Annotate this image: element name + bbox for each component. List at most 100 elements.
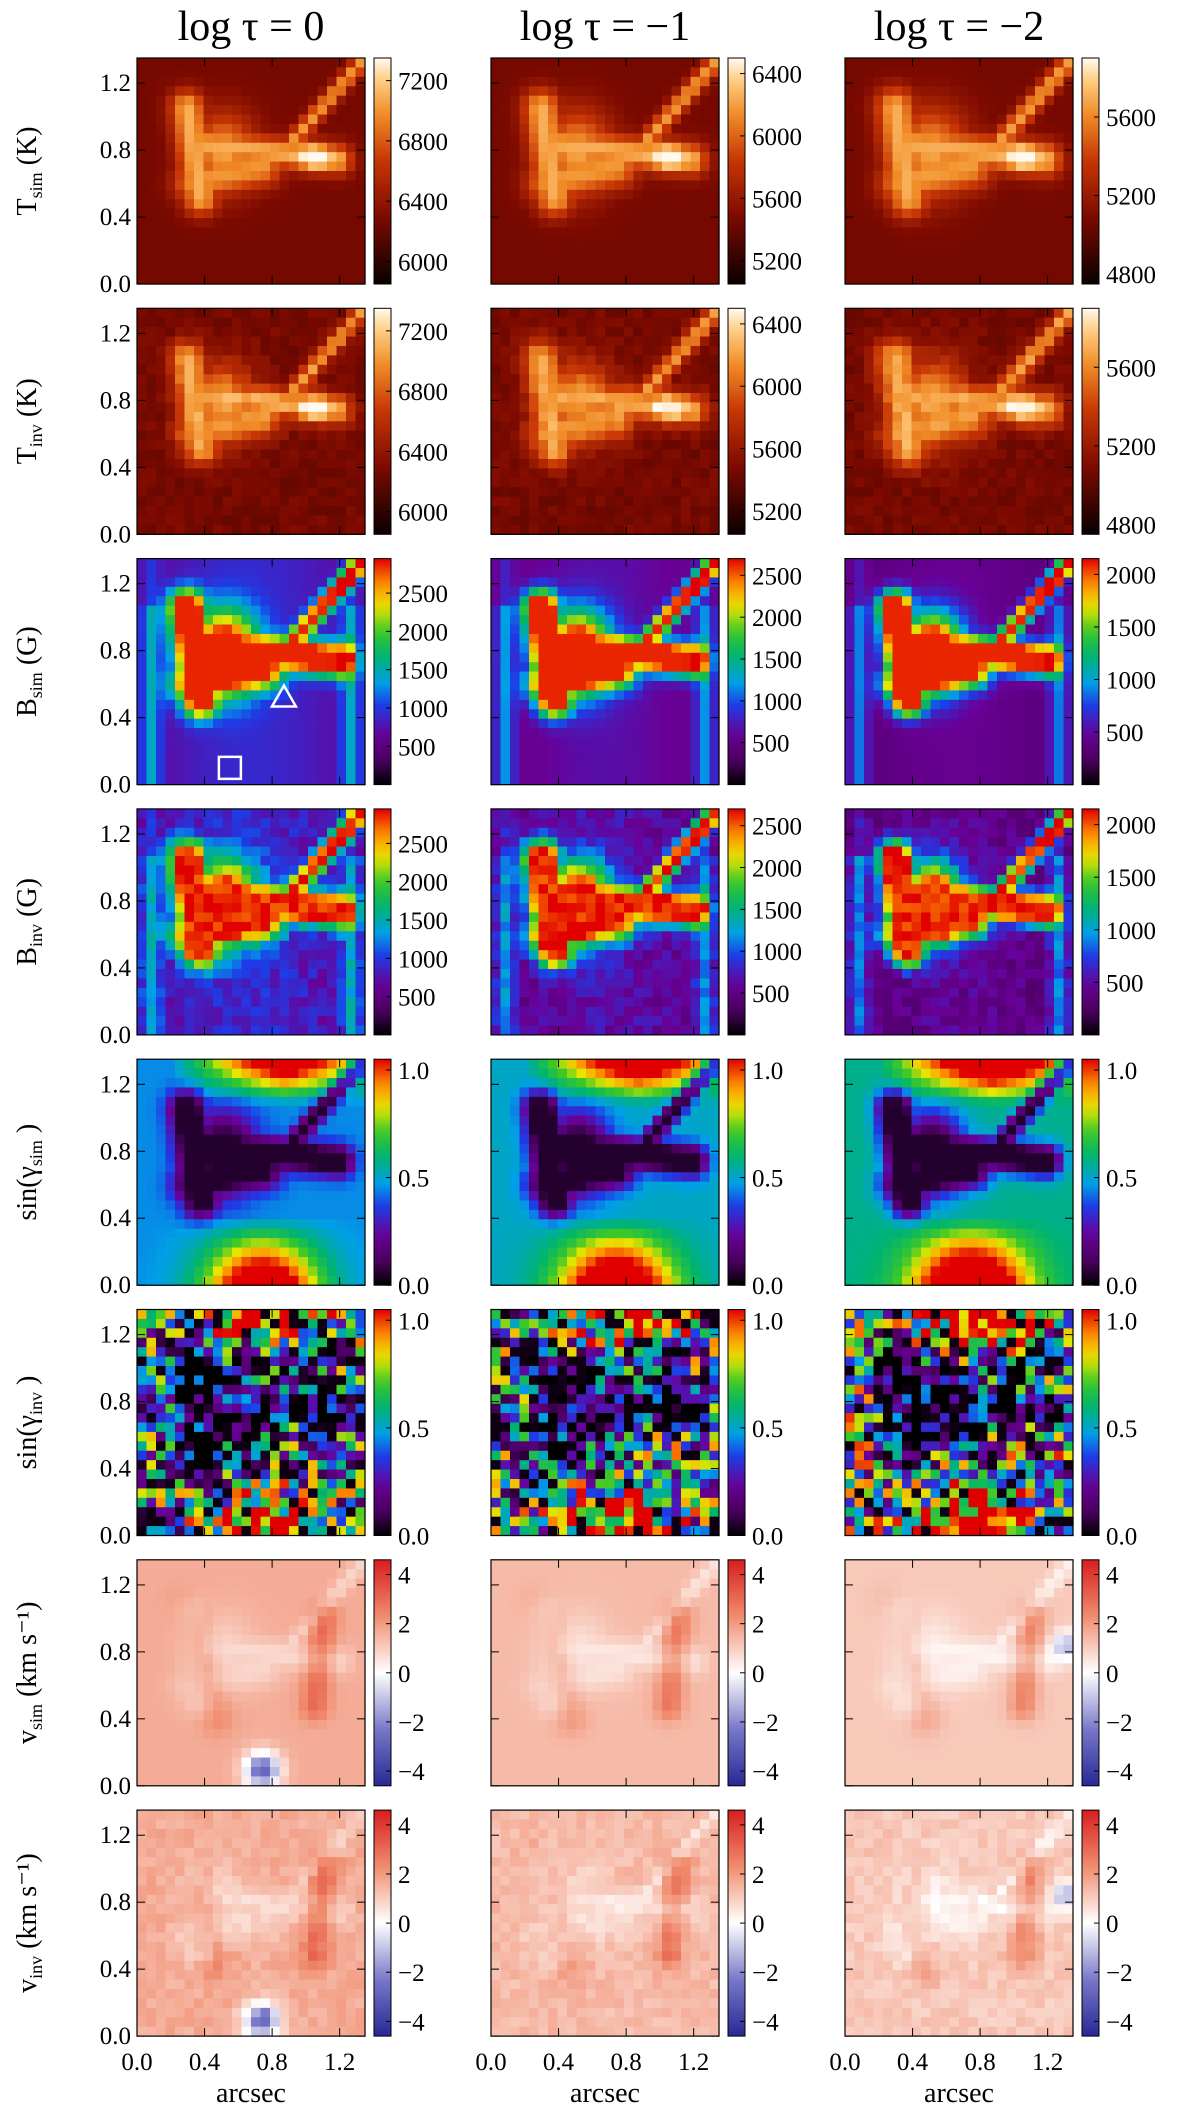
panel-frame — [490, 1058, 720, 1286]
colorbar-tick-label: 0 — [398, 1661, 411, 1688]
heatmap-panel — [845, 308, 1074, 535]
colorbar-tick-label: 4 — [398, 1813, 411, 1840]
colorbar — [373, 558, 392, 786]
colorbar-tick-label: −4 — [398, 1759, 425, 1786]
heatmap-panel — [845, 1059, 1074, 1286]
x-tick-label: 1.2 — [1032, 2049, 1063, 2076]
y-tick-label: 0.8 — [100, 1639, 131, 1666]
colorbar-tick-label: 500 — [1106, 970, 1144, 997]
panel-frame — [844, 57, 1074, 285]
panel-frame — [844, 1559, 1074, 1787]
y-tick-label: 0.0 — [100, 1773, 131, 1800]
colorbar-tick-label: 0.5 — [1106, 1166, 1137, 1193]
row-label: Tsim (K) — [12, 127, 46, 216]
panel-frame — [844, 1809, 1074, 2037]
x-tick-label: 0.4 — [543, 2049, 575, 2076]
y-tick-label: 1.2 — [100, 571, 131, 598]
colorbar — [1081, 808, 1100, 1036]
y-tick-label: 0.0 — [100, 1022, 131, 1049]
colorbar-tick-label: 6000 — [752, 374, 802, 401]
colorbar-tick-label: 6400 — [398, 189, 448, 216]
colorbar-tick-label: 4 — [752, 1563, 765, 1590]
panel-frame — [490, 307, 720, 535]
heatmap-panel — [845, 1309, 1074, 1537]
colorbar-tick-label: 1.0 — [1106, 1308, 1137, 1335]
colorbar-tick-label: 5200 — [1106, 434, 1156, 461]
colorbar — [1081, 558, 1100, 786]
colorbar-tick-label: 0.0 — [752, 1273, 783, 1300]
colorbar-tick-label: −2 — [1106, 1960, 1133, 1987]
colorbar-tick-label: 0.0 — [1106, 1273, 1137, 1300]
colorbar-tick-label: 0.5 — [398, 1416, 429, 1443]
y-tick-label: 0.0 — [100, 1523, 131, 1550]
heatmap-panel — [491, 1309, 720, 1537]
colorbar-tick-label: 6000 — [398, 249, 448, 276]
colorbar-tick-label: 6000 — [752, 124, 802, 151]
colorbar-tick-label: 2 — [1106, 1612, 1119, 1639]
y-tick-label: 0.8 — [100, 1138, 131, 1165]
colorbar-tick-label: 2000 — [1106, 813, 1156, 840]
heatmap-panel — [137, 308, 366, 535]
colorbar — [373, 307, 392, 535]
panel-frame — [136, 1809, 366, 2037]
colorbar-tick-label: 0.0 — [398, 1524, 429, 1551]
colorbar-tick-label: 0.0 — [398, 1273, 429, 1300]
x-axis-label: arcsec — [924, 2078, 994, 2109]
y-tick-label: 0.4 — [100, 1956, 132, 1983]
colorbar-tick-label: 5200 — [752, 249, 802, 276]
colorbar — [1081, 1058, 1100, 1286]
heatmap-panel — [137, 808, 366, 1036]
heatmap-panel — [845, 558, 1074, 786]
colorbar-tick-label: 2500 — [398, 831, 448, 858]
row-label: Tinv (K) — [12, 378, 46, 464]
panel-frame — [844, 808, 1074, 1036]
panel-frame — [844, 1308, 1074, 1537]
heatmap-panel — [845, 1559, 1074, 1787]
panel-frame — [490, 1559, 720, 1787]
triangle-marker — [269, 683, 299, 708]
colorbar-tick-label: 500 — [752, 981, 790, 1008]
colorbar-tick-label: 0 — [752, 1661, 765, 1688]
heatmap-panel — [491, 58, 720, 285]
x-axis-label: arcsec — [216, 2078, 286, 2109]
colorbar-tick-label: 1000 — [752, 689, 802, 716]
panel-frame — [490, 808, 720, 1036]
colorbar-tick-label: 0 — [398, 1911, 411, 1938]
colorbar-tick-label: 1500 — [752, 897, 802, 924]
colorbar-tick-label: 1500 — [398, 908, 448, 935]
x-tick-label: 1.2 — [678, 2049, 709, 2076]
colorbar-tick-label: 2500 — [752, 563, 802, 590]
colorbar-tick-label: 0.5 — [1106, 1416, 1137, 1443]
panel-frame — [490, 57, 720, 285]
colorbar-tick-label: 2000 — [752, 605, 802, 632]
y-tick-label: 0.0 — [100, 1272, 131, 1299]
y-tick-label: 0.4 — [100, 955, 132, 982]
heatmap-panel — [845, 58, 1074, 285]
colorbar-tick-label: −2 — [752, 1710, 779, 1737]
colorbar-tick-label: 500 — [398, 985, 436, 1012]
colorbar-tick-label: 1000 — [398, 946, 448, 973]
colorbar-tick-label: 500 — [398, 734, 436, 761]
panel-frame — [136, 557, 366, 786]
colorbar-tick-label: −4 — [1106, 2009, 1133, 2036]
y-tick-label: 1.2 — [100, 1322, 131, 1349]
colorbar-tick-label: 2 — [752, 1612, 765, 1639]
colorbar-tick-label: 4 — [1106, 1813, 1119, 1840]
colorbar-tick-label: 1.0 — [1106, 1058, 1137, 1085]
panel-frame — [490, 1809, 720, 2037]
colorbar-tick-label: 1000 — [1106, 918, 1156, 945]
colorbar — [727, 307, 746, 535]
colorbar-tick-label: 5600 — [752, 437, 802, 464]
panel-frame — [844, 1058, 1074, 1286]
heatmap-panel — [491, 558, 720, 786]
colorbar-tick-label: −2 — [398, 1960, 425, 1987]
heatmap-panel — [491, 1559, 720, 1787]
colorbar-tick-label: 0.5 — [752, 1166, 783, 1193]
colorbar-tick-label: 2 — [398, 1612, 411, 1639]
colorbar-tick-label: 4 — [752, 1813, 765, 1840]
colorbar-tick-label: 0 — [1106, 1911, 1119, 1938]
colorbar-tick-label: 1000 — [1106, 667, 1156, 694]
row-label: sin(γsim ) — [12, 1124, 46, 1221]
x-tick-label: 0.0 — [121, 2049, 152, 2076]
colorbar-tick-label: 2000 — [752, 855, 802, 882]
